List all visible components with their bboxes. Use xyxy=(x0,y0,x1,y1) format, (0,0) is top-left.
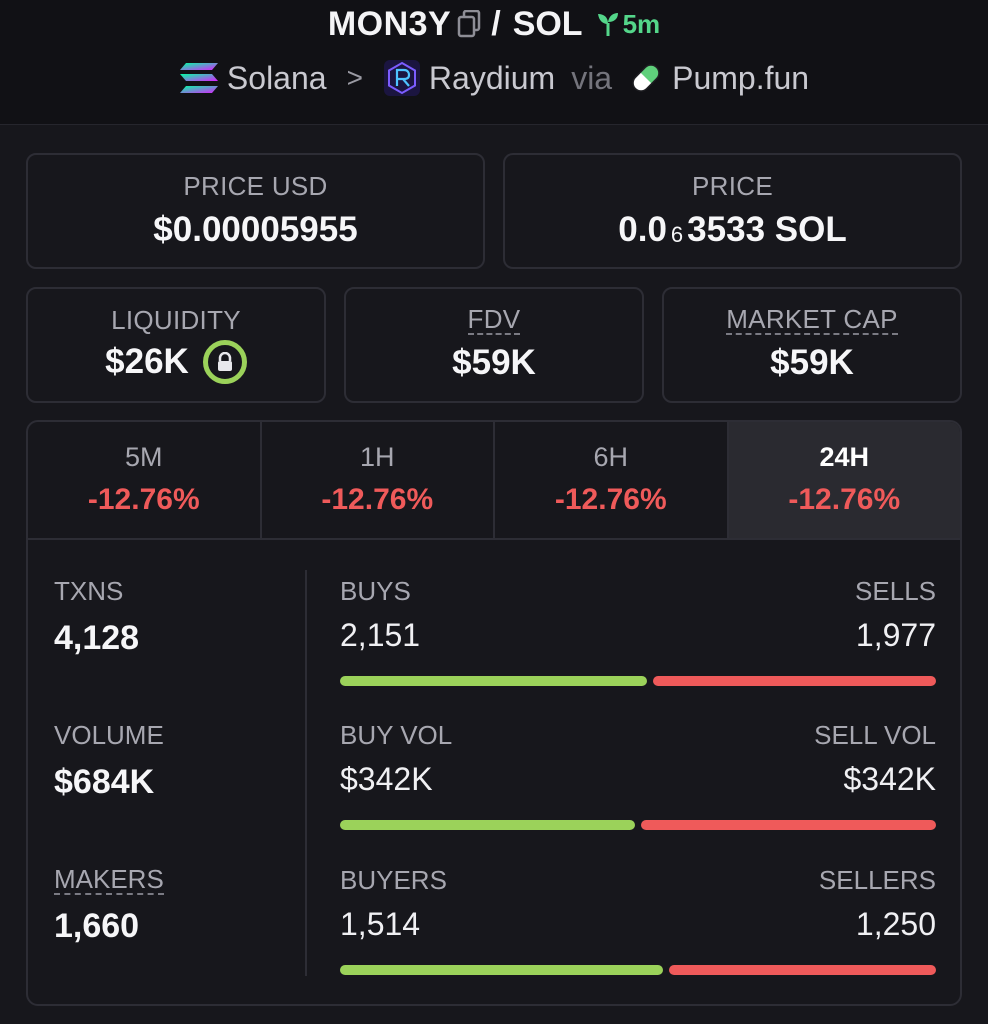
buys-label: BUYS xyxy=(340,576,411,606)
buys-sells-ratio-bar xyxy=(340,676,936,686)
sellers-label: SELLERS xyxy=(818,865,936,895)
solana-logo-icon xyxy=(179,61,219,95)
sell-bar-segment xyxy=(653,676,936,686)
buyers-sellers-metric: BUYERS SELLERS 1,514 1,250 xyxy=(340,865,936,985)
timeframe-tabs: 5M -12.76% 1H -12.76% 6H -12.76% 24H -12… xyxy=(28,422,960,540)
tab-change: -12.76% xyxy=(788,483,901,516)
makers-value: 1,660 xyxy=(54,907,140,945)
seedling-icon xyxy=(597,13,618,36)
tab-24h[interactable]: 24H -12.76% xyxy=(728,422,960,538)
buys-value: 2,151 xyxy=(340,617,421,653)
lock-icon[interactable] xyxy=(202,340,247,384)
buyers-label: BUYERS xyxy=(340,865,447,895)
sells-label: SELLS xyxy=(855,576,936,606)
price-native-value: 0.0 6 3533 SOL xyxy=(505,210,960,250)
buys-sells-metric: BUYS SELLS 2,151 1,977 xyxy=(340,576,936,696)
price-native-suffix: 3533 SOL xyxy=(687,210,847,249)
stats-panel: 5M -12.76% 1H -12.76% 6H -12.76% 24H -12… xyxy=(26,420,962,1006)
liquidity-card: LIQUIDITY $26K xyxy=(26,287,326,403)
buy-bar-segment xyxy=(340,820,635,830)
price-native-zero-count: 6 xyxy=(670,222,684,247)
pair-age-text: 5m xyxy=(622,8,661,39)
buy-bar-segment xyxy=(340,676,647,686)
sell-vol-label: SELL VOL xyxy=(814,720,936,750)
price-native-label: PRICE xyxy=(692,171,773,201)
price-native-card: PRICE 0.0 6 3533 SOL xyxy=(503,153,962,269)
fdv-card: FDV $59K xyxy=(344,287,644,403)
token-symbol: MON3Y xyxy=(327,4,452,43)
txns-metric: TXNS 4,128 xyxy=(54,576,139,658)
sell-vol-value: $342K xyxy=(843,761,936,797)
launchpad-link[interactable]: Pump.fun xyxy=(672,59,810,96)
tab-change: -12.76% xyxy=(87,483,200,516)
fdv-label[interactable]: FDV xyxy=(467,304,521,335)
buy-sell-vol-metric: BUY VOL SELL VOL $342K $342K xyxy=(340,720,936,840)
volume-value: $684K xyxy=(54,763,155,801)
price-usd-value: $0.00005955 xyxy=(153,210,358,249)
volume-metric: VOLUME $684K xyxy=(54,720,164,802)
price-native-prefix: 0.0 xyxy=(618,210,667,249)
liquidity-label: LIQUIDITY xyxy=(111,305,241,335)
tab-label: 5M xyxy=(124,442,163,472)
metrics-area: TXNS 4,128 VOLUME $684K MAKERS 1,660 BUY… xyxy=(28,540,960,1004)
pair-age: 5m xyxy=(597,8,661,40)
tab-6h[interactable]: 6H -12.76% xyxy=(495,422,729,538)
pill-icon xyxy=(628,60,664,96)
makers-label[interactable]: MAKERS xyxy=(54,864,164,895)
metrics-divider xyxy=(305,570,307,976)
price-usd-label: PRICE USD xyxy=(183,171,328,201)
copy-icon[interactable] xyxy=(457,10,481,38)
buy-vol-label: BUY VOL xyxy=(340,720,453,750)
buy-sell-vol-ratio-bar xyxy=(340,820,936,830)
liquidity-value: $26K xyxy=(105,342,189,381)
tab-1h[interactable]: 1H -12.76% xyxy=(262,422,495,538)
liquidity-value-row: $26K xyxy=(28,340,324,384)
market-cap-card: MARKET CAP $59K xyxy=(662,287,962,403)
chain-link[interactable]: Solana xyxy=(226,59,327,96)
tab-5m[interactable]: 5M -12.76% xyxy=(28,422,262,538)
buyers-sellers-ratio-bar xyxy=(340,965,936,975)
pair-title-row: MON3Y / SOL 5m xyxy=(0,2,988,46)
makers-metric: MAKERS 1,660 xyxy=(54,865,164,946)
breadcrumb: Solana > Raydium via Pump.fun xyxy=(0,56,988,100)
market-cap-value: $59K xyxy=(770,343,854,382)
buyers-value: 1,514 xyxy=(340,906,421,942)
tab-change: -12.76% xyxy=(321,483,434,516)
price-usd-card: PRICE USD $0.00005955 xyxy=(26,153,485,269)
raydium-logo-icon xyxy=(383,59,421,97)
fdv-value: $59K xyxy=(452,343,536,382)
dex-link[interactable]: Raydium xyxy=(428,59,556,96)
tab-label: 24H xyxy=(819,442,870,472)
via-label: via xyxy=(571,59,613,96)
tab-label: 1H xyxy=(359,442,395,472)
tab-change: -12.76% xyxy=(554,483,667,516)
txns-label: TXNS xyxy=(54,576,124,606)
sellers-value: 1,250 xyxy=(855,906,936,942)
pair-separator: / xyxy=(491,4,501,43)
txns-value: 4,128 xyxy=(54,619,140,657)
sell-bar-segment xyxy=(641,820,936,830)
market-cap-label[interactable]: MARKET CAP xyxy=(726,304,898,335)
tab-label: 6H xyxy=(593,442,628,472)
quote-symbol: SOL xyxy=(512,4,583,43)
sell-bar-segment xyxy=(669,965,936,975)
sells-value: 1,977 xyxy=(855,617,936,653)
pair-header: MON3Y / SOL 5m xyxy=(0,0,988,125)
chevron-right-icon: > xyxy=(346,62,363,93)
buy-vol-value: $342K xyxy=(340,761,433,797)
volume-label: VOLUME xyxy=(54,720,164,750)
buy-bar-segment xyxy=(340,965,663,975)
